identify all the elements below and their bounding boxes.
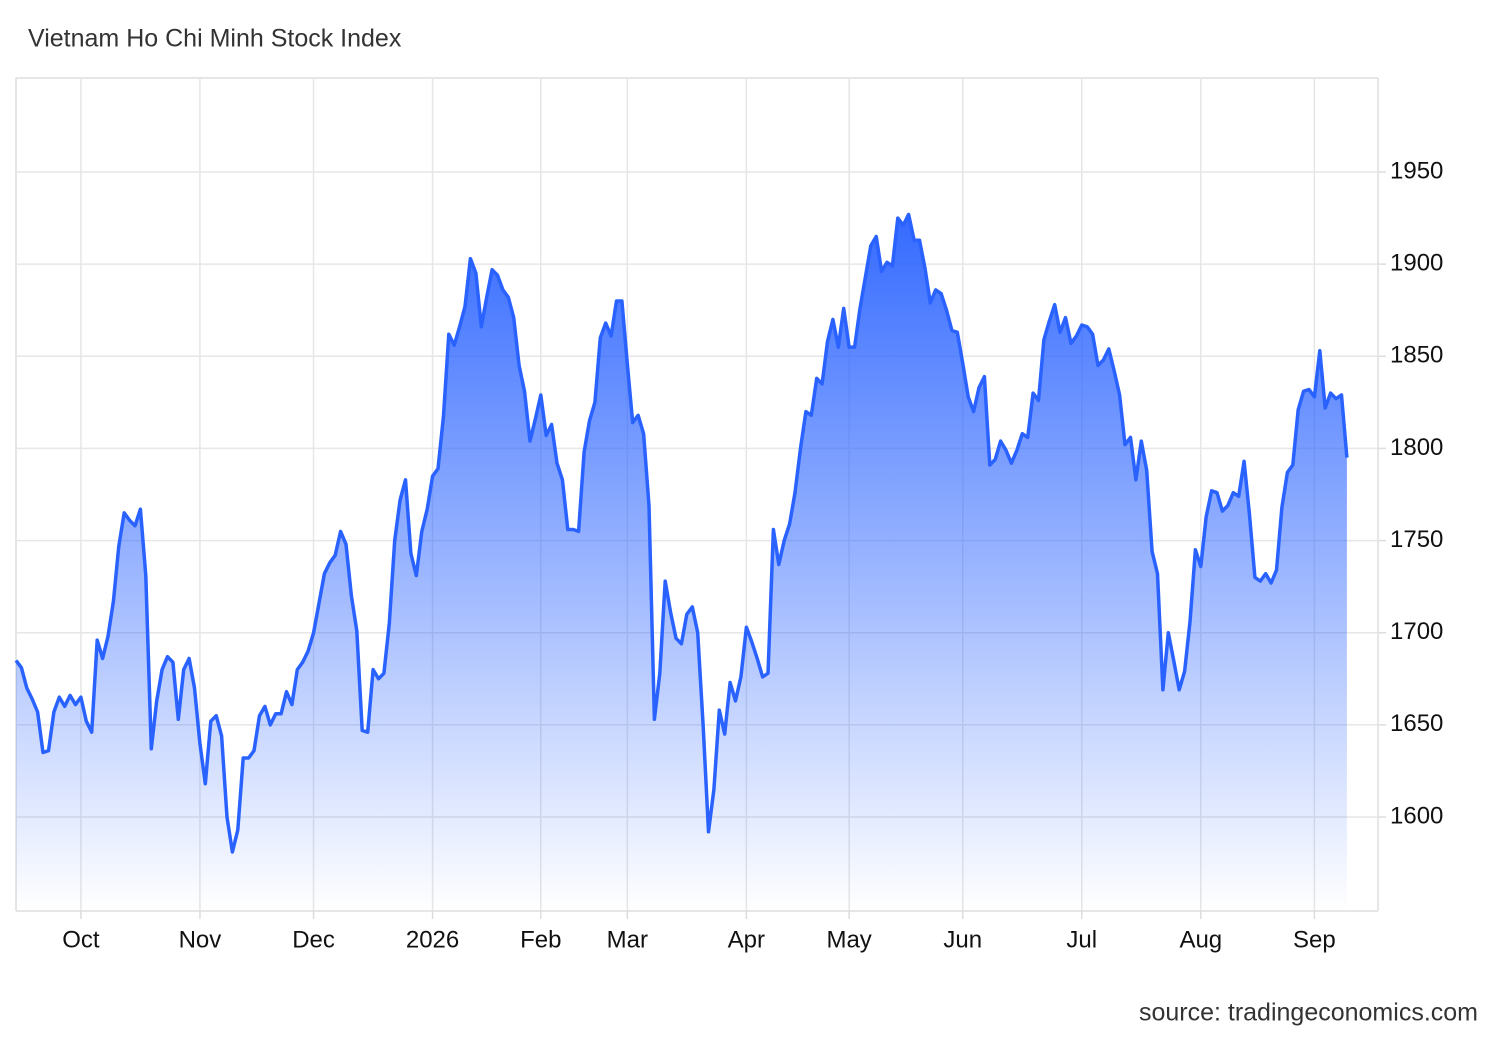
y-tick-label: 1850 [1390, 342, 1443, 369]
y-tick-label: 1800 [1390, 434, 1443, 461]
x-tick-label: Jun [943, 926, 982, 953]
x-tick-label: May [826, 926, 871, 953]
y-tick-label: 1950 [1390, 157, 1443, 184]
y-tick-label: 1750 [1390, 526, 1443, 553]
line [14, 212, 1349, 854]
x-tick-label: Aug [1179, 926, 1222, 953]
x-tick-label: Dec [292, 926, 335, 953]
x-tick-label: 2026 [406, 926, 459, 953]
y-tick-label: 1700 [1390, 618, 1443, 645]
y-tick-label: 1600 [1390, 802, 1443, 829]
area [16, 214, 1347, 911]
x-tick-label: Apr [728, 926, 765, 953]
x-tick-label: Nov [179, 926, 222, 953]
x-tick-label: Mar [607, 926, 648, 953]
y-tick-label: 1900 [1390, 249, 1443, 276]
x-tick-label: Sep [1293, 926, 1336, 953]
x-tick-label: Oct [62, 926, 100, 953]
x-tick-label: Feb [520, 926, 561, 953]
y-tick-label: 1650 [1390, 710, 1443, 737]
chart-title: Vietnam Ho Chi Minh Stock Index [28, 25, 402, 53]
x-tick-label: Jul [1066, 926, 1097, 953]
source: source: tradingeconomics.com [1139, 999, 1478, 1027]
